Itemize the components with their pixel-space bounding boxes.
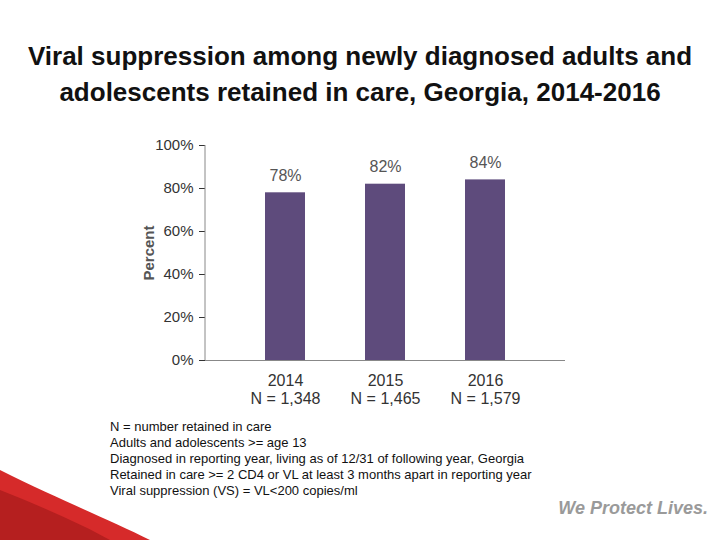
svg-text:Percent: Percent xyxy=(140,225,157,280)
svg-text:78%: 78% xyxy=(269,167,301,184)
svg-text:2014N = 1,348: 2014N = 1,348 xyxy=(251,372,321,407)
html-text:Diagnosed in reporting year, l: Diagnosed in reporting year, living as o… xyxy=(110,451,525,466)
html-text:N = number retained in care: N = number retained in care xyxy=(110,419,272,434)
html-text:We Protect Lives.: We Protect Lives. xyxy=(558,498,708,518)
svg-text:2015N = 1,465: 2015N = 1,465 xyxy=(351,372,421,407)
html-text:Retained in care >= 2 CD4 or V: Retained in care >= 2 CD4 or VL at least… xyxy=(110,467,532,482)
svg-text:40%: 40% xyxy=(163,265,193,282)
svg-text:80%: 80% xyxy=(163,179,193,196)
svg-text:2016N = 1,579: 2016N = 1,579 xyxy=(451,372,521,407)
svg-text:100%: 100% xyxy=(155,136,193,153)
html-text:Viral suppression among newly: Viral suppression among newly diagnosed … xyxy=(27,41,692,107)
html-text:Viral suppression (VS) = VL<20: Viral suppression (VS) = VL<200 copies/m… xyxy=(110,483,358,498)
svg-text:20%: 20% xyxy=(163,308,193,325)
html-text:Adults and adolescents >= age: Adults and adolescents >= age 13 xyxy=(110,435,307,450)
svg-text:0%: 0% xyxy=(172,351,194,368)
svg-text:82%: 82% xyxy=(369,158,401,175)
svg-text:60%: 60% xyxy=(163,222,193,239)
svg-text:84%: 84% xyxy=(469,154,501,171)
